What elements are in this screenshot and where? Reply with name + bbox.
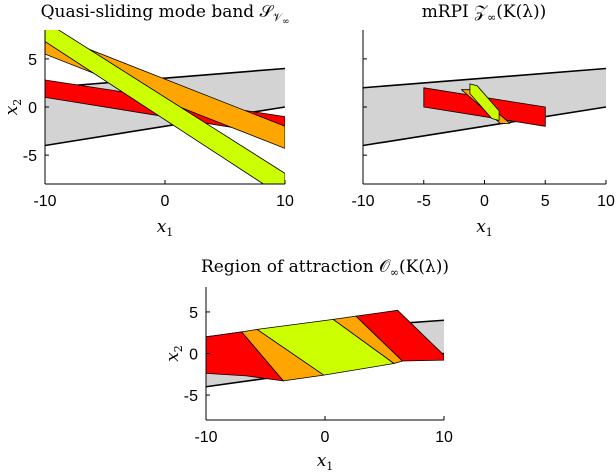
- set-region-6: [355, 309, 444, 362]
- band-edge-upper: [45, 67, 285, 89]
- y-tick-label: 5: [28, 52, 37, 69]
- x-tick-label: 10: [597, 193, 615, 210]
- x-tick-label: 10: [276, 193, 294, 210]
- set-region-3: [469, 83, 500, 121]
- x-axis-label-subscript: 1: [486, 226, 493, 239]
- y-tick-label: 0: [28, 100, 37, 117]
- x-tick-label: -10: [33, 193, 56, 210]
- chart-title-subscript: ∞: [390, 266, 399, 279]
- chart-2: -10 -5 0 5 10 mRPI 𝒵∞(K(λ)) x1: [351, 2, 615, 239]
- plot-area: [45, 30, 285, 184]
- chart-title-main: mRPI 𝒵: [422, 2, 488, 22]
- x-tick-label: 5: [541, 193, 550, 210]
- chart-title-main: Region of attraction 𝒪: [201, 257, 391, 277]
- chart-title: mRPI 𝒵∞(K(λ)): [422, 2, 547, 24]
- x-tick-label: 0: [321, 429, 330, 446]
- y-axis-label-main: x: [2, 105, 22, 115]
- x-tick-label: 0: [480, 193, 489, 210]
- set-region-2: [206, 331, 284, 382]
- chart-title: Quasi-sliding mode band 𝒮𝒱∞: [41, 2, 290, 27]
- band-edge-upper: [363, 67, 606, 89]
- x-tick-label: 10: [435, 429, 453, 446]
- x-axis-label-main: x: [317, 451, 327, 471]
- x-axis-label-main: x: [157, 217, 167, 237]
- plot-area: [206, 309, 444, 388]
- y-axis-label-main: x: [163, 352, 183, 362]
- y-tick-label: -5: [184, 388, 198, 405]
- x-axis-label-main: x: [476, 217, 486, 237]
- chart-title: Region of attraction 𝒪∞(K(λ)): [201, 257, 449, 279]
- plot-area: [363, 67, 606, 147]
- x-axis-label-subscript: 1: [166, 226, 173, 239]
- y-axis-label: x2: [2, 99, 24, 116]
- x-axis-label: x1: [157, 217, 174, 239]
- y-tick-label: -5: [23, 148, 37, 165]
- chart-title-rest: (K(λ)): [496, 2, 546, 22]
- x-tick-label: 0: [161, 193, 170, 210]
- x-axis-label: x1: [317, 451, 334, 473]
- chart-title-subsubscript: ∞: [282, 17, 290, 27]
- x-tick-label: -10: [351, 193, 374, 210]
- x-axis-label-subscript: 1: [326, 460, 333, 473]
- y-tick-label: 0: [189, 347, 198, 364]
- y-tick-label: 5: [189, 305, 198, 322]
- y-axis-label: x2: [163, 345, 185, 362]
- chart-title-subscript: ∞: [487, 11, 496, 24]
- y-axis-label-subscript: 2: [172, 345, 185, 352]
- chart-title-main: Quasi-sliding mode band 𝒮: [41, 2, 275, 22]
- x-axis-label: x1: [476, 217, 493, 239]
- chart-title-subscript: 𝒱: [273, 11, 284, 24]
- x-tick-label: -10: [194, 429, 217, 446]
- y-axis-label-subscript: 2: [11, 99, 24, 106]
- chart-3: -10 0 10 -5 0 5 Region of attraction 𝒪∞(K(λ)) x…: [163, 257, 453, 473]
- set-region-3: [45, 30, 285, 184]
- band-edge-lower: [363, 106, 606, 147]
- x-tick-label: -5: [417, 193, 431, 210]
- chart-title-rest: (K(λ)): [399, 257, 449, 277]
